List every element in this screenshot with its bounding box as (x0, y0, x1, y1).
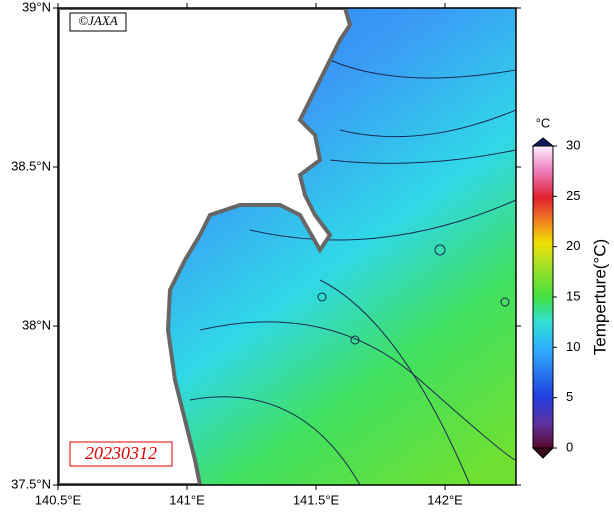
x-tick-label: 141°E (169, 492, 205, 507)
colorbar-tick-label: 5 (566, 389, 573, 404)
y-tick-label: 39°N (22, 0, 51, 14)
colorbar-tick-label: 25 (566, 188, 580, 203)
map-frame (57, 7, 517, 486)
credit: ©JAXA (78, 13, 118, 28)
x-tick-label: 142°E (427, 492, 463, 507)
y-tick-label: 38.5°N (11, 158, 51, 173)
colorbar-tick-label: 30 (566, 137, 580, 152)
colorbar (532, 145, 554, 449)
y-tick-label: 37.5°N (11, 476, 51, 491)
colorbar-unit: °C (536, 115, 551, 130)
colorbar-tick-label: 15 (566, 288, 580, 303)
contours (189, 59, 516, 485)
x-tick-label: 141.5°E (293, 492, 340, 507)
y-tick-label: 38°N (22, 317, 51, 332)
land (58, 8, 353, 485)
colorbar-max-arrow (531, 137, 555, 147)
colorbar-title: Temperture(°C) (590, 239, 609, 355)
colorbar-tick-label: 20 (566, 238, 580, 253)
colorbar-min-arrow (531, 447, 555, 459)
date: 20230312 (85, 443, 157, 463)
date-box (69, 441, 173, 467)
x-tick-label: 140.5°E (35, 492, 82, 507)
colorbar-tick-label: 10 (566, 339, 580, 354)
colorbar-tick-label: 0 (566, 439, 573, 454)
map-area (58, 8, 516, 485)
credit-box (69, 12, 127, 32)
